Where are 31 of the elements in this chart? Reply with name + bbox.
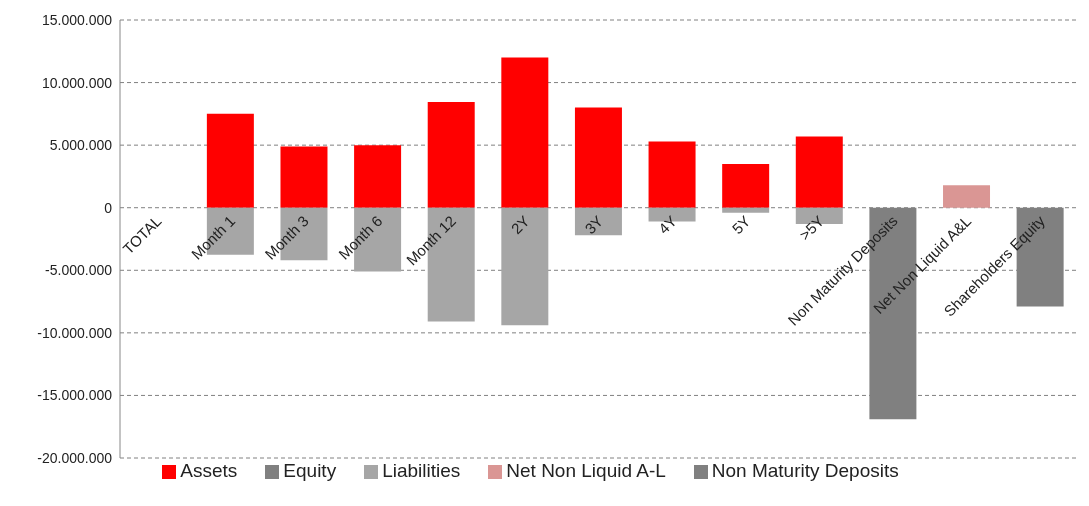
legend-label: Equity	[283, 460, 337, 481]
y-tick-label: 5.000.000	[49, 137, 113, 154]
legend-label: Net Non Liquid A-L	[506, 460, 666, 481]
y-tick-label: 15.000.000	[41, 11, 113, 28]
bar	[795, 136, 843, 208]
x-tick-label: 5Y	[728, 212, 754, 238]
bar	[648, 141, 696, 208]
bar	[427, 101, 475, 208]
bar	[574, 107, 622, 208]
bar	[722, 207, 770, 213]
y-tick-label: -20.000.000	[37, 449, 113, 466]
x-tick-label: 4Y	[654, 212, 680, 238]
bar	[722, 163, 770, 208]
bar	[280, 146, 328, 208]
y-tick-label: 10.000.000	[41, 74, 113, 91]
y-tick-label: -10.000.000	[37, 324, 113, 341]
bar	[574, 207, 622, 236]
legend-label: Non Maturity Deposits	[711, 460, 899, 481]
bar	[206, 113, 254, 208]
y-tick-label: -5.000.000	[45, 262, 113, 279]
y-tick-label: -15.000.000	[37, 387, 113, 404]
bar	[354, 145, 402, 208]
legend-label: Assets	[180, 460, 238, 481]
x-tick-label: 2Y	[507, 212, 533, 238]
y-tick-label: 0	[104, 199, 113, 216]
bar	[943, 185, 991, 208]
x-tick-label: >5Y	[795, 212, 828, 244]
bar	[501, 207, 549, 326]
legend-label: Liabilities	[382, 460, 461, 481]
x-tick-label: 3Y	[581, 212, 607, 238]
bar	[501, 57, 549, 208]
